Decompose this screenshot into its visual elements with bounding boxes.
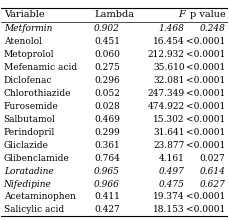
Text: 0.764: 0.764 [94,154,120,163]
Text: 0.427: 0.427 [94,205,120,214]
Text: 474.922: 474.922 [147,102,185,111]
Text: 0.451: 0.451 [94,37,120,46]
Text: 0.469: 0.469 [94,115,120,124]
Text: 1.468: 1.468 [159,24,185,33]
Text: Diclofenac: Diclofenac [4,76,52,85]
Text: Acetaminophen: Acetaminophen [4,192,76,202]
Text: <0.0001: <0.0001 [186,205,225,214]
Text: 0.299: 0.299 [94,128,120,137]
Text: 16.454: 16.454 [153,37,185,46]
Text: <0.0001: <0.0001 [186,76,225,85]
Text: Salbutamol: Salbutamol [4,115,55,124]
Text: F: F [178,11,185,19]
Text: <0.0001: <0.0001 [186,63,225,72]
Text: p value: p value [190,11,225,19]
Text: <0.0001: <0.0001 [186,141,225,150]
Text: Chlorothiazide: Chlorothiazide [4,89,71,98]
Text: Variable: Variable [4,11,44,19]
Text: 19.374: 19.374 [153,192,185,202]
Text: Glibenclamide: Glibenclamide [4,154,69,163]
Text: 0.248: 0.248 [199,24,225,33]
Text: 35.610: 35.610 [153,63,185,72]
Text: 0.361: 0.361 [94,141,120,150]
Text: 15.302: 15.302 [153,115,185,124]
Text: <0.0001: <0.0001 [186,50,225,59]
Text: Salicylic acid: Salicylic acid [4,205,64,214]
Text: Gliclazide: Gliclazide [4,141,49,150]
Text: 0.027: 0.027 [200,154,225,163]
Text: Furosemide: Furosemide [4,102,58,111]
Text: 0.902: 0.902 [94,24,120,33]
Text: <0.0001: <0.0001 [186,89,225,98]
Text: 0.052: 0.052 [94,89,120,98]
Text: 247.349: 247.349 [147,89,185,98]
Text: Nifedipine: Nifedipine [4,180,52,189]
Text: 0.627: 0.627 [199,180,225,189]
Text: 212.932: 212.932 [148,50,185,59]
Text: <0.0001: <0.0001 [186,102,225,111]
Text: <0.0001: <0.0001 [186,115,225,124]
Text: 0.275: 0.275 [94,63,120,72]
Text: Lambda: Lambda [94,11,134,19]
Text: Mefenamic acid: Mefenamic acid [4,63,77,72]
Text: 23.877: 23.877 [153,141,185,150]
Text: 0.475: 0.475 [159,180,185,189]
Text: 18.153: 18.153 [153,205,185,214]
Text: 0.296: 0.296 [94,76,120,85]
Text: Atenolol: Atenolol [4,37,41,46]
Text: 0.411: 0.411 [94,192,120,202]
Text: <0.0001: <0.0001 [186,192,225,202]
Text: Metoprolol: Metoprolol [4,50,54,59]
Text: 4.161: 4.161 [159,154,185,163]
Text: 0.614: 0.614 [199,167,225,176]
Text: 0.060: 0.060 [94,50,120,59]
Text: Perindopril: Perindopril [4,128,55,137]
Text: <0.0001: <0.0001 [186,37,225,46]
Text: Metformin: Metformin [4,24,52,33]
Text: 0.497: 0.497 [159,167,185,176]
Text: 31.641: 31.641 [153,128,185,137]
Text: <0.0001: <0.0001 [186,128,225,137]
Text: 32.081: 32.081 [153,76,185,85]
Text: Loratadine: Loratadine [4,167,53,176]
Text: 0.966: 0.966 [94,180,120,189]
Text: 0.965: 0.965 [94,167,120,176]
Text: 0.028: 0.028 [94,102,120,111]
